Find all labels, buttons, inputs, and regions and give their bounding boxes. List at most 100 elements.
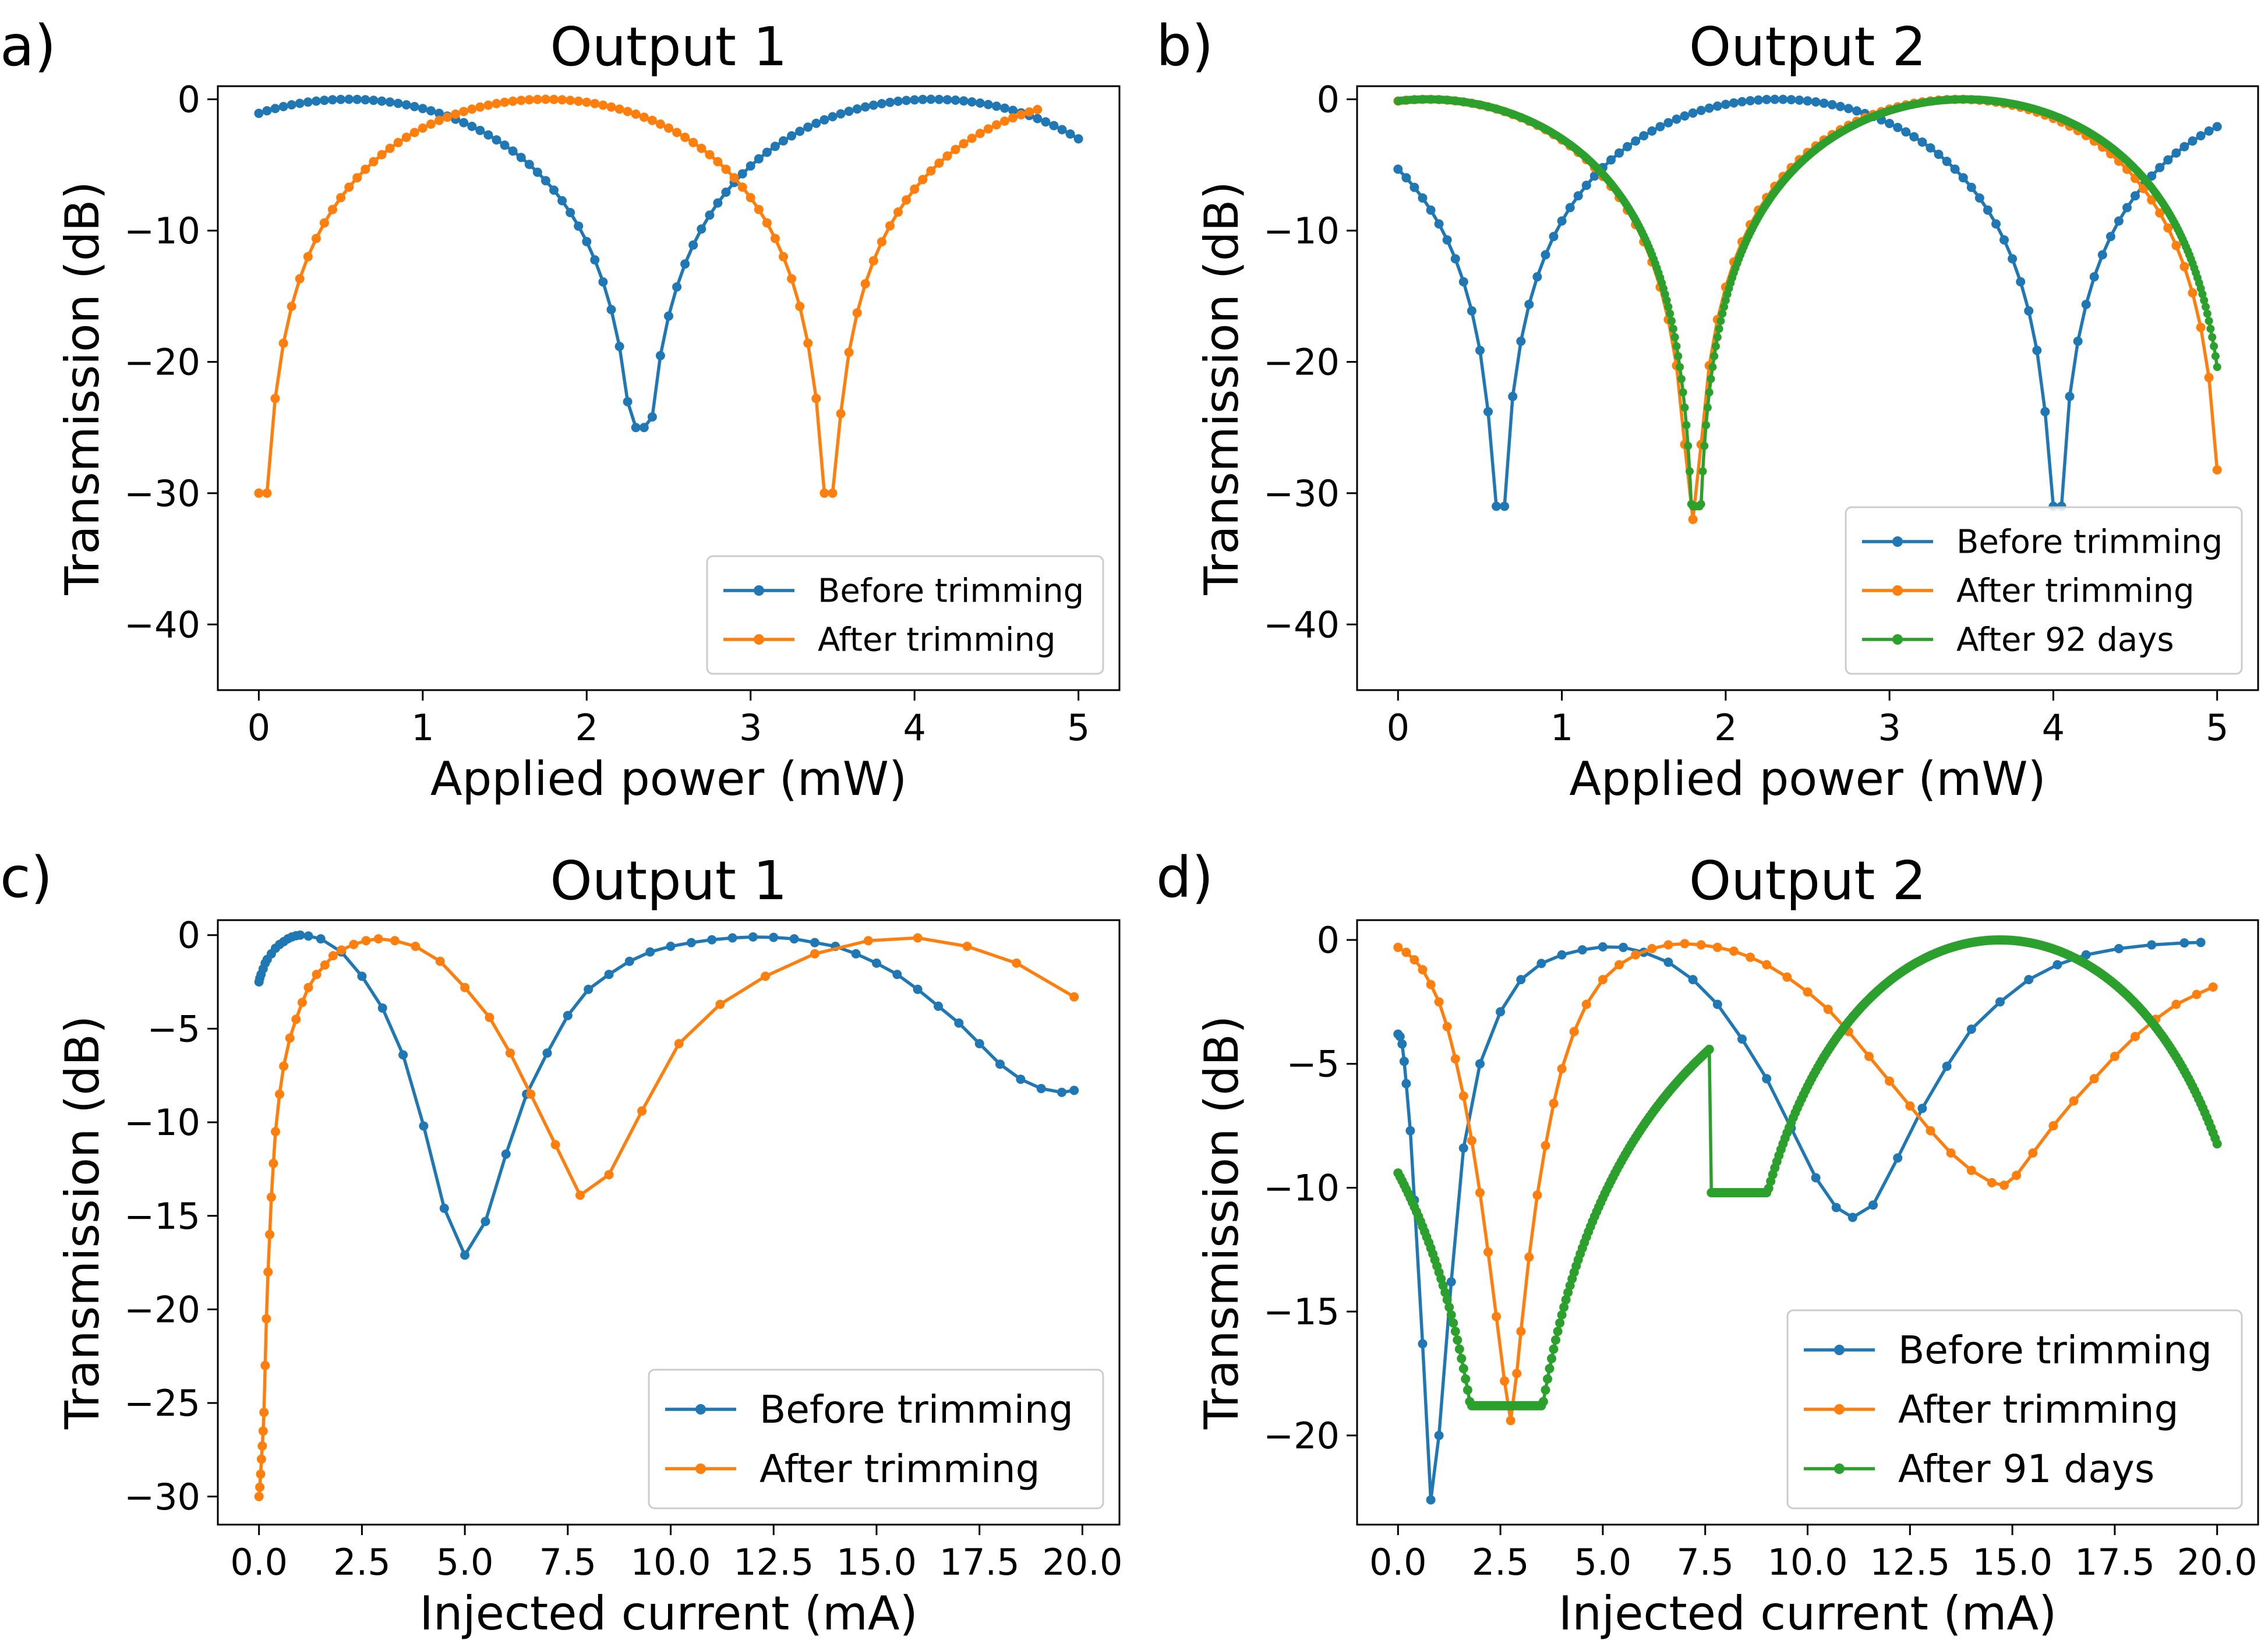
series-3 bbox=[1393, 935, 2222, 1410]
data-point bbox=[1684, 441, 1693, 450]
data-point bbox=[2213, 363, 2221, 372]
data-point bbox=[844, 348, 854, 357]
data-point bbox=[2202, 302, 2210, 311]
data-point bbox=[1698, 467, 1707, 476]
data-point bbox=[526, 1089, 536, 1099]
data-point bbox=[1458, 1143, 1468, 1153]
data-point bbox=[2200, 296, 2209, 305]
data-point bbox=[2171, 241, 2181, 250]
data-point bbox=[934, 1001, 943, 1011]
data-point bbox=[852, 308, 862, 318]
legend-item: Before trimming bbox=[723, 572, 1084, 610]
data-point bbox=[590, 98, 600, 108]
data-point bbox=[1934, 150, 1944, 159]
data-point bbox=[1057, 125, 1067, 135]
legend: Before trimming After trimming bbox=[648, 1369, 1104, 1509]
data-point bbox=[674, 1039, 684, 1049]
data-point bbox=[1000, 116, 1009, 126]
data-point bbox=[2171, 148, 2181, 158]
data-point bbox=[1569, 1027, 1579, 1037]
data-point bbox=[1893, 1153, 1903, 1163]
data-point bbox=[1778, 94, 1788, 104]
data-point bbox=[836, 109, 846, 119]
data-point bbox=[1663, 957, 1673, 967]
series-1 bbox=[254, 930, 1079, 1260]
data-point bbox=[1835, 101, 1845, 111]
data-point bbox=[259, 1408, 269, 1417]
legend-marker bbox=[754, 585, 764, 596]
data-point bbox=[266, 1192, 276, 1202]
data-point bbox=[779, 136, 788, 146]
y-tick-label: −10 bbox=[124, 1101, 200, 1144]
data-point bbox=[459, 118, 469, 128]
data-point bbox=[1532, 1190, 1542, 1200]
x-tick-label: 15.0 bbox=[836, 1541, 917, 1583]
data-point bbox=[787, 131, 797, 141]
data-point bbox=[2024, 306, 2034, 316]
data-point bbox=[2155, 162, 2165, 172]
data-point bbox=[1450, 1054, 1460, 1064]
data-point bbox=[1703, 403, 1712, 412]
data-point bbox=[1721, 100, 1730, 109]
data-point bbox=[1551, 1335, 1560, 1345]
data-point bbox=[975, 98, 985, 108]
data-point bbox=[297, 998, 307, 1007]
data-point bbox=[1679, 388, 1687, 397]
data-point bbox=[852, 104, 862, 114]
y-tick-label: −10 bbox=[124, 210, 200, 252]
data-point bbox=[500, 140, 510, 150]
data-point bbox=[467, 122, 477, 131]
data-point bbox=[2205, 317, 2213, 326]
x-tick-label: 1 bbox=[411, 706, 434, 749]
chart-title: Output 1 bbox=[550, 16, 787, 78]
data-point bbox=[2204, 126, 2214, 136]
data-point bbox=[934, 158, 944, 168]
data-point bbox=[269, 1158, 278, 1168]
data-point bbox=[1674, 352, 1683, 360]
data-point bbox=[1893, 122, 1903, 132]
x-tick-label: 17.5 bbox=[2075, 1541, 2155, 1583]
data-point bbox=[271, 1127, 280, 1137]
data-point bbox=[532, 167, 542, 177]
data-point bbox=[951, 144, 960, 154]
data-point bbox=[1462, 1385, 1472, 1395]
data-point bbox=[991, 120, 1001, 130]
data-point bbox=[401, 100, 411, 109]
legend-label: Before trimming bbox=[759, 1387, 1073, 1432]
data-point bbox=[1662, 296, 1671, 305]
data-point bbox=[892, 970, 902, 980]
data-point bbox=[2052, 960, 2062, 970]
x-tick-label: 3 bbox=[739, 706, 762, 749]
data-point bbox=[1457, 1353, 1467, 1363]
data-point bbox=[1737, 1034, 1747, 1044]
data-point bbox=[460, 1250, 470, 1260]
y-tick-label: 0 bbox=[178, 79, 200, 121]
y-axis-label: Transmission (dB) bbox=[1195, 1016, 1249, 1430]
data-point bbox=[2208, 982, 2218, 992]
data-point bbox=[1434, 1430, 1444, 1440]
chart-title: Output 1 bbox=[550, 850, 787, 912]
data-point bbox=[1541, 250, 1550, 260]
data-point bbox=[606, 305, 616, 314]
data-point bbox=[1524, 299, 1534, 309]
data-point bbox=[1516, 337, 1526, 346]
legend-label: After trimming bbox=[1956, 572, 2195, 610]
data-point bbox=[328, 951, 338, 961]
x-tick-label: 5.0 bbox=[1574, 1541, 1632, 1583]
data-point bbox=[811, 394, 821, 404]
data-point bbox=[1974, 193, 1984, 203]
data-point bbox=[1702, 421, 1711, 429]
data-point bbox=[770, 142, 780, 151]
data-point bbox=[1065, 129, 1075, 139]
data-point bbox=[639, 423, 649, 433]
data-point bbox=[483, 130, 493, 140]
data-point bbox=[686, 938, 696, 948]
data-point bbox=[557, 196, 567, 206]
y-axis-label: Transmission (dB) bbox=[55, 181, 109, 595]
data-point bbox=[1557, 950, 1567, 960]
data-point bbox=[287, 302, 296, 312]
data-point bbox=[254, 1491, 264, 1501]
data-point bbox=[1631, 950, 1641, 960]
data-point bbox=[434, 115, 444, 125]
data-point bbox=[942, 151, 952, 161]
